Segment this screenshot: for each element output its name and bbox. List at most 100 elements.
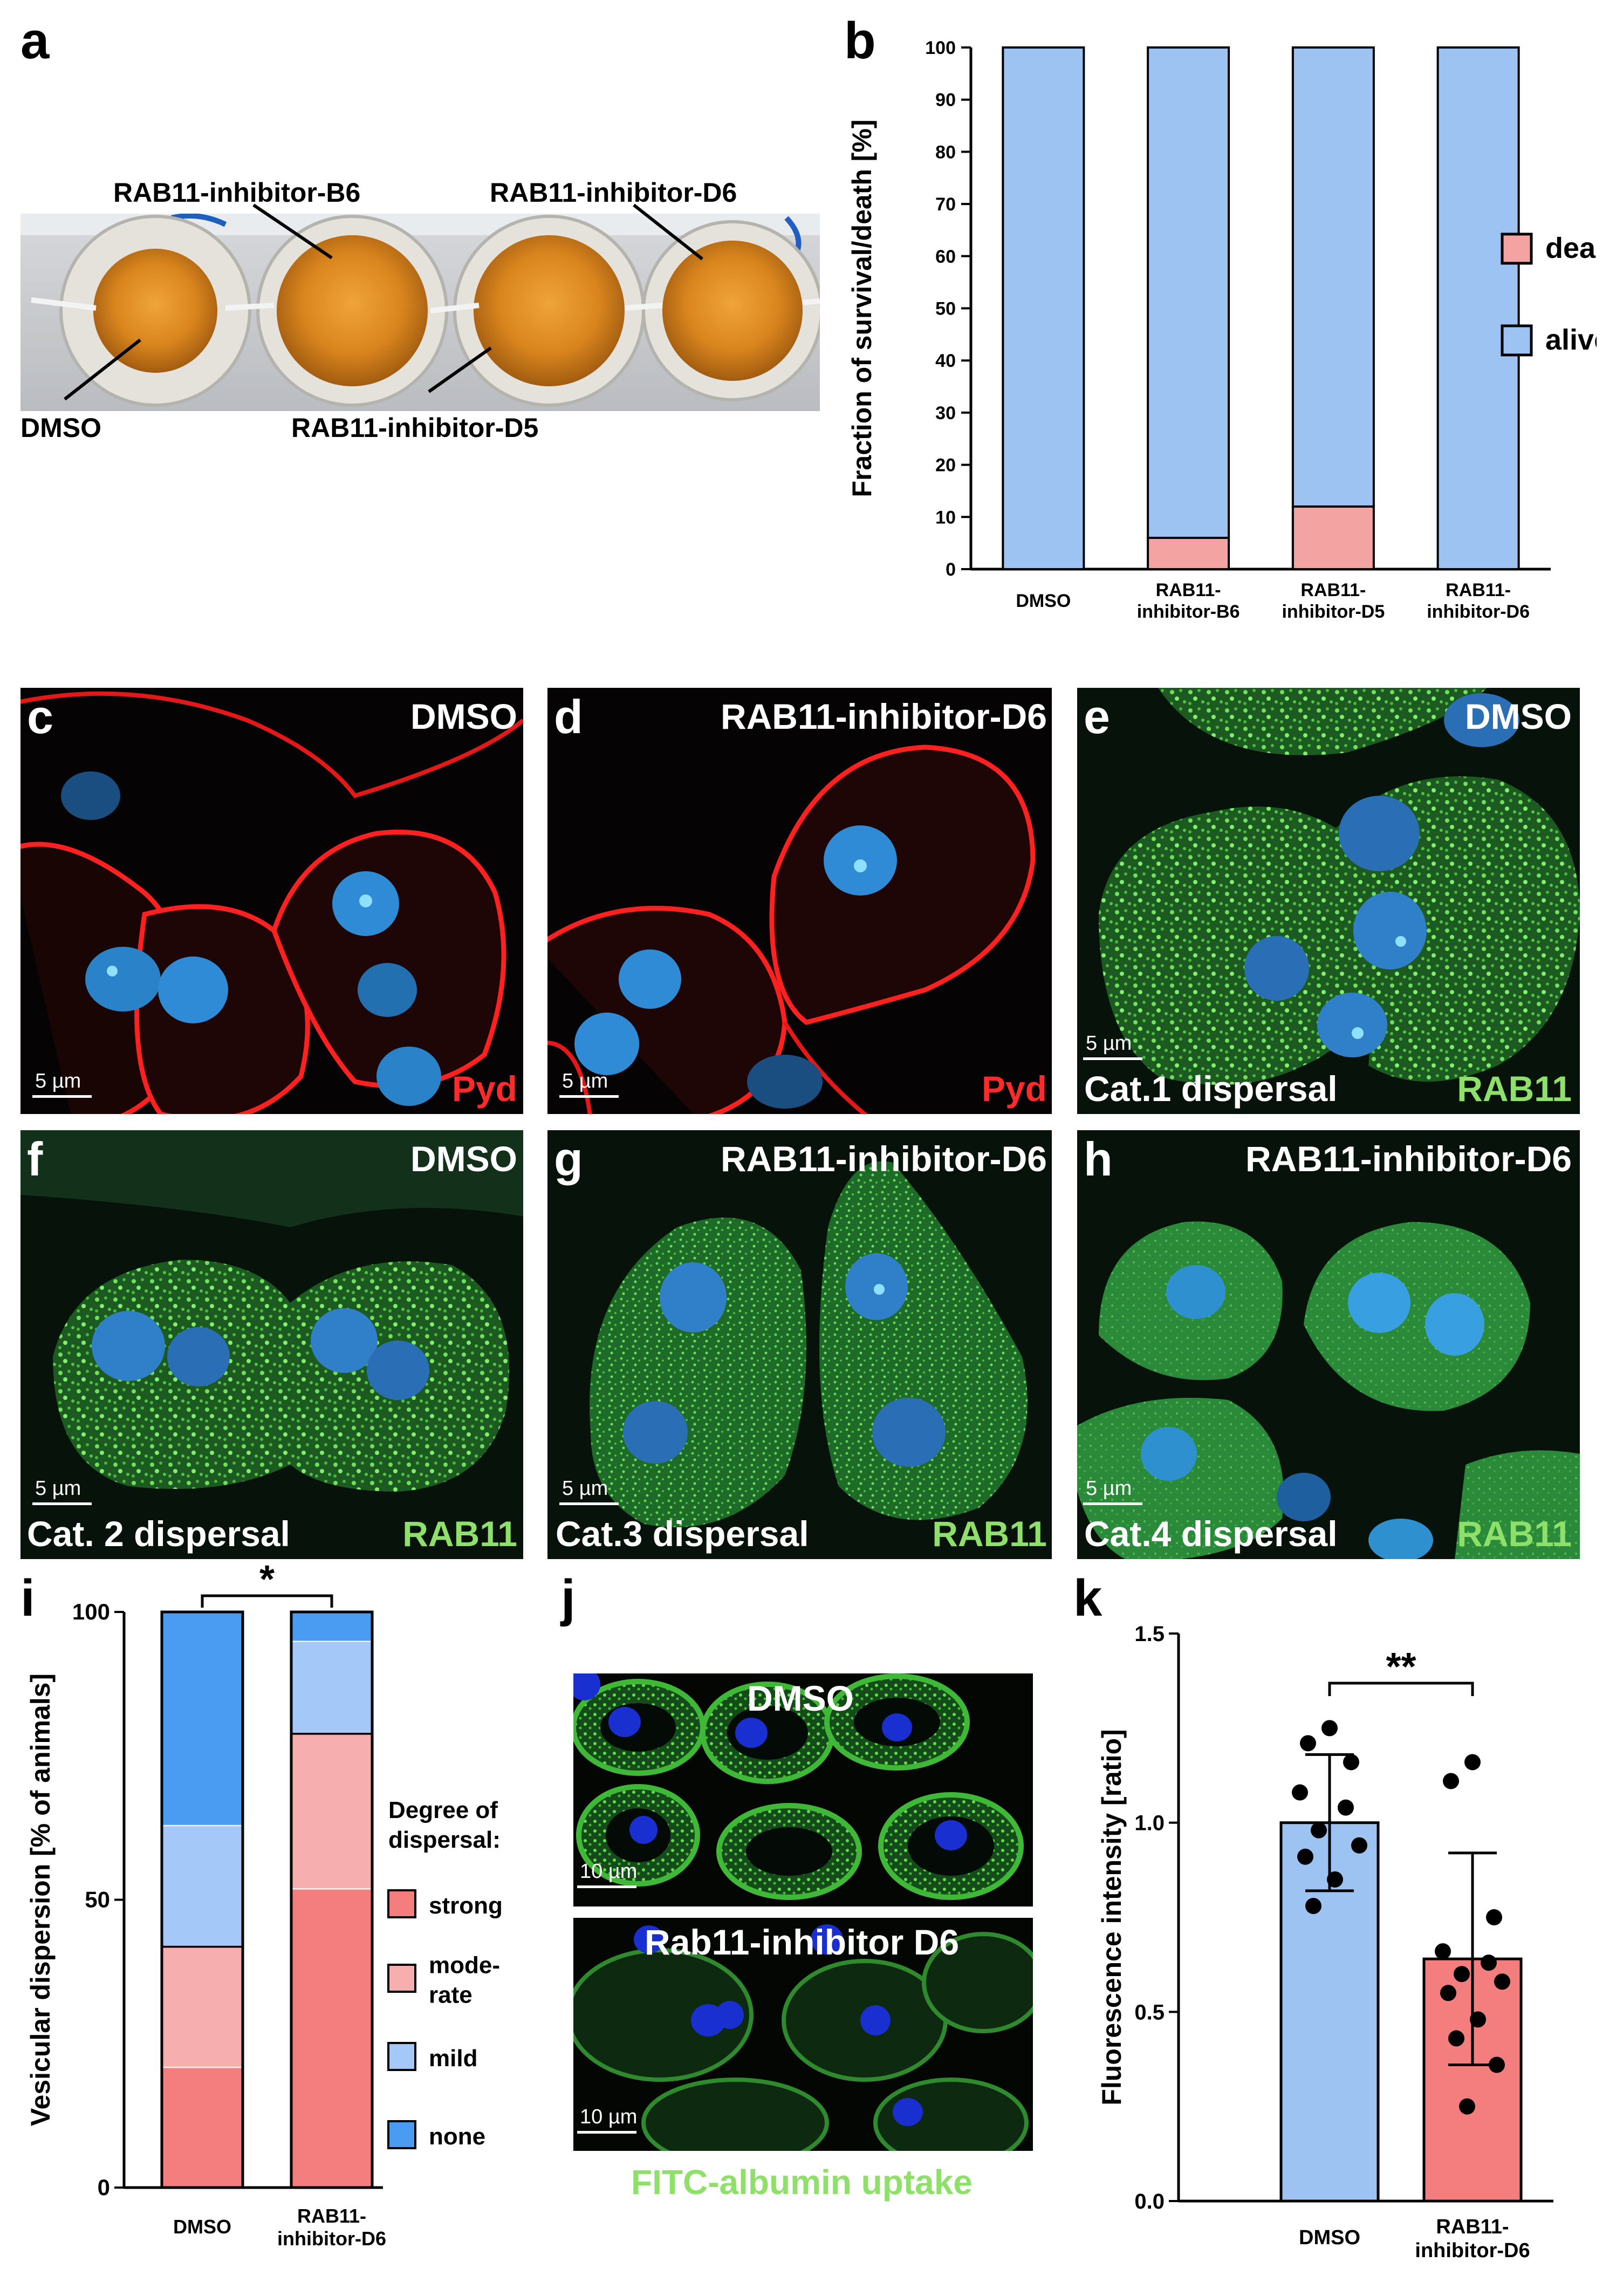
- bar-segment-moderate: [162, 1945, 243, 2067]
- data-point: [1486, 1909, 1502, 1925]
- label-dmso: DMSO: [20, 413, 101, 443]
- panel-d-scale-label: 5 µm: [562, 1070, 608, 1092]
- legend-label-alive: alive: [1545, 324, 1597, 356]
- panel-h-stain: RAB11: [1457, 1514, 1572, 1554]
- significance-stars: **: [1386, 1645, 1416, 1689]
- legend-title: Degree of: [388, 1797, 498, 1823]
- panel-a-pointers: [64, 203, 703, 401]
- panel-c-scale-label: 5 µm: [35, 1070, 81, 1092]
- y-axis-label: Fraction of survival/death [%]: [847, 119, 877, 497]
- panel-j-top-label: DMSO: [747, 1678, 854, 1718]
- panel-e-condition: DMSO: [1465, 696, 1572, 736]
- data-point: [1343, 1754, 1359, 1771]
- data-point: [1297, 1848, 1313, 1865]
- panel-h-scale-label: 5 µm: [1086, 1477, 1132, 1500]
- panel-letter-c: c: [27, 690, 53, 743]
- panel-f-category: Cat. 2 dispersal: [27, 1514, 290, 1554]
- bar-segment-dead: [1291, 505, 1375, 571]
- bar-segment-strong: [162, 2066, 243, 2188]
- y-tick-label: 100: [72, 1599, 110, 1624]
- data-point: [1489, 2056, 1505, 2073]
- panel-letter-g: g: [554, 1132, 583, 1186]
- legend-label-moderate: mode-: [429, 1952, 500, 1979]
- bar-segment-mild: [162, 1824, 243, 1946]
- panel-d-image: [547, 688, 1052, 1114]
- panel-e-image: [1077, 688, 1580, 1114]
- y-tick-label: 70: [935, 194, 956, 215]
- y-tick-label: 100: [925, 38, 956, 58]
- bar-outline: [160, 1610, 244, 2189]
- panel-j-bottom-label: Rab11-inhibitor D6: [645, 1922, 960, 1962]
- panel-f-scale-label: 5 µm: [35, 1477, 81, 1500]
- bar-segment-alive: [1147, 46, 1230, 539]
- panel-j-top-scale-bar: [577, 1885, 636, 1888]
- panel-e-scale-label: 5 µm: [1086, 1032, 1132, 1055]
- data-point: [1443, 1773, 1459, 1789]
- y-tick-label: 10: [935, 507, 956, 528]
- data-point: [1454, 1966, 1470, 1983]
- bar-segment-moderate: [291, 1733, 372, 1889]
- data-point: [1494, 1973, 1510, 1990]
- y-tick-label: 1.5: [1134, 1622, 1165, 1646]
- panel-d-condition: RAB11-inhibitor-D6: [720, 696, 1047, 736]
- panel-g-scale-label: 5 µm: [562, 1477, 608, 1500]
- data-point: [1440, 1985, 1456, 2001]
- x-tick-label: DMSO: [1299, 2226, 1360, 2249]
- survival-chart: 0 10 20 30 40 50 60 70 80 90 100 Fraction of surviv…: [847, 38, 1597, 622]
- legend-label-strong: strong: [429, 1892, 503, 1919]
- data-point: [1470, 2011, 1486, 2028]
- y-axis-label: Fluorescence intensity [ratio]: [1097, 1729, 1127, 2105]
- x-tick-label: RAB11-: [1300, 580, 1366, 600]
- x-tick-label: inhibitor-D6: [1427, 602, 1530, 622]
- panel-j-bottom-image: [573, 1918, 1033, 2151]
- x-tick-label: RAB11-: [1436, 2216, 1509, 2238]
- panel-g-category: Cat.3 dispersal: [556, 1514, 809, 1554]
- panel-j-bottom-scale-label: 10 µm: [580, 2106, 638, 2128]
- label-rab11-inhibitor-d6: RAB11-inhibitor-D6: [490, 177, 737, 208]
- x-tick-label: inhibitor-B6: [1137, 602, 1240, 622]
- panel-f-condition: DMSO: [410, 1139, 517, 1179]
- y-tick-label: 0.0: [1134, 2190, 1165, 2213]
- data-point: [1327, 1871, 1343, 1888]
- label-rab11-inhibitor-d5: RAB11-inhibitor-D5: [291, 413, 539, 443]
- panel-letter-j: j: [561, 1569, 576, 1627]
- legend-swatch-alive: [1501, 324, 1533, 357]
- data-point: [1338, 1799, 1354, 1816]
- panel-letter-i: i: [20, 1569, 35, 1627]
- significance-bracket: [201, 1594, 333, 1608]
- panel-g-stain: RAB11: [932, 1514, 1047, 1554]
- panel-e-category: Cat.1 dispersal: [1084, 1069, 1338, 1109]
- data-point: [1292, 1784, 1308, 1801]
- significance-bracket: [1328, 1682, 1474, 1696]
- x-tick-label: inhibitor-D5: [1282, 602, 1385, 622]
- panel-g-condition: RAB11-inhibitor-D6: [720, 1139, 1047, 1179]
- panel-c-image: [20, 688, 523, 1114]
- panel-letter-k: k: [1073, 1569, 1102, 1627]
- data-point: [1481, 1955, 1497, 1971]
- legend-swatch-none: [387, 2120, 416, 2149]
- data-point: [1305, 1897, 1321, 1914]
- panel-e-scale-bar: [1083, 1057, 1142, 1060]
- legend-swatch-mild: [387, 2042, 416, 2071]
- x-tick-label: RAB11-: [1446, 580, 1511, 600]
- legend-swatch-strong: [387, 1889, 416, 1918]
- y-axis-label: Vesicular dispersion [% of animals]: [25, 1673, 56, 2126]
- data-point: [1321, 1720, 1338, 1737]
- y-tick-label: 0.5: [1134, 2000, 1165, 2024]
- x-tick-label: inhibitor-D6: [1415, 2239, 1530, 2262]
- panel-h-category: Cat.4 dispersal: [1084, 1514, 1338, 1554]
- panel-letter-a: a: [20, 12, 50, 70]
- bar-segment-strong: [291, 1888, 372, 2188]
- y-tick-label: 50: [85, 1887, 110, 1912]
- x-tick-label: RAB11-: [1156, 580, 1221, 600]
- y-tick-label: 0: [98, 2175, 110, 2200]
- panel-h-scale-bar: [1083, 1502, 1142, 1505]
- x-tick-label: inhibitor-D6: [277, 2227, 386, 2250]
- data-point: [1435, 1943, 1451, 1960]
- y-tick-label: 20: [935, 455, 956, 476]
- panel-letter-e: e: [1084, 690, 1110, 743]
- data-point: [1311, 1822, 1327, 1839]
- fluorescence-chart: 0.0 0.5 1.0 1.5 Fluorescence intensity [rati…: [1097, 1622, 1553, 2262]
- panel-c-stain: Pyd: [451, 1069, 517, 1109]
- bar-segment-alive: [1291, 46, 1375, 508]
